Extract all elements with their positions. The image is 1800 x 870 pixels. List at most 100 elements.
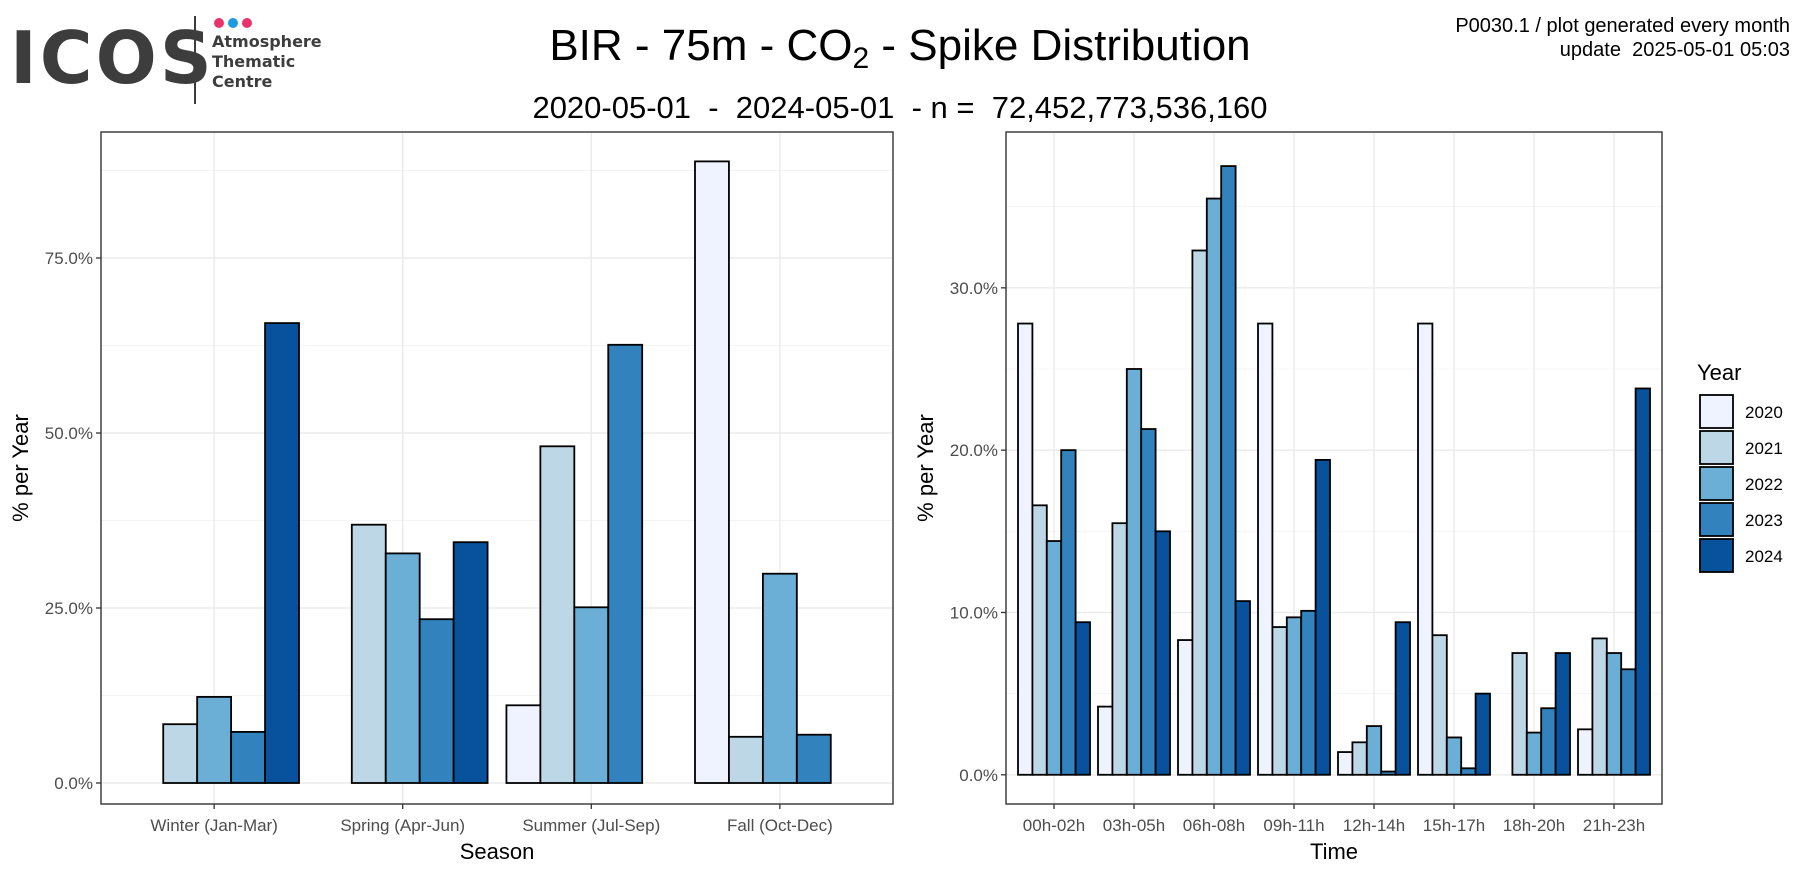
bar (1634, 387, 1651, 776)
legend-label: 2024 (1745, 547, 1783, 566)
y-axis-title: % per Year (913, 414, 938, 522)
bar (1140, 428, 1157, 776)
bar (694, 160, 730, 784)
bar (1074, 621, 1091, 776)
y-tick-label: 25.0% (45, 599, 93, 618)
legend-key (1699, 502, 1734, 537)
bar (539, 445, 576, 784)
y-tick-label: 10.0% (950, 603, 998, 622)
meta-line-1: P0030.1 / plot generated every month (1455, 15, 1790, 37)
x-tick-label: 09h-11h (1263, 816, 1324, 835)
legend-label: 2022 (1745, 475, 1783, 494)
bar (728, 735, 764, 784)
bar (1365, 725, 1383, 776)
logo-line: Centre (212, 72, 273, 91)
bar (1511, 652, 1528, 776)
x-axis-title: Time (1310, 839, 1358, 864)
bar (1620, 668, 1637, 776)
bar (1525, 731, 1543, 776)
panel-border (1005, 131, 1663, 805)
bar (1351, 741, 1368, 776)
x-tick-label: 15h-17h (1423, 816, 1485, 835)
y-tick-label: 30.0% (950, 279, 998, 298)
legend-key (1699, 394, 1734, 429)
bar (1337, 751, 1354, 776)
x-tick-label: Spring (Apr-Jun) (340, 816, 465, 835)
bar (795, 733, 832, 784)
x-tick-label: 06h-08h (1183, 816, 1245, 835)
bar (196, 696, 233, 784)
bar (761, 572, 798, 784)
legend-label: 2023 (1745, 511, 1783, 530)
x-tick-label: Summer (Jul-Sep) (522, 816, 660, 835)
bar (1257, 322, 1274, 776)
title-prefix: BIR - 75m - CO (549, 21, 853, 70)
title-subscript: 2 (852, 42, 870, 75)
y-tick-label: 75.0% (45, 249, 93, 268)
bar (1431, 634, 1448, 776)
bar (1605, 652, 1623, 776)
x-tick-label: 03h-05h (1103, 816, 1165, 835)
bar (1445, 736, 1463, 776)
bar (1234, 600, 1251, 776)
bar (1045, 540, 1063, 776)
logo-text: Atmosphere Thematic Centre (212, 32, 322, 92)
plot-meta: P0030.1 / plot generated every month upda… (1455, 14, 1790, 62)
bar (418, 618, 455, 784)
bar (505, 704, 542, 784)
bar (1125, 368, 1143, 776)
bar (1474, 692, 1491, 776)
bar (230, 731, 266, 784)
y-axis-title: % per Year (8, 414, 33, 522)
bar (1300, 609, 1317, 776)
bar (1591, 637, 1608, 776)
bar (1097, 705, 1114, 776)
logo-dot-icon (228, 18, 238, 28)
legend-key (1699, 538, 1734, 573)
bar (1417, 322, 1434, 776)
x-axis-title: Season (460, 839, 535, 864)
y-tick-label: 0.0% (959, 766, 998, 785)
legend-label: 2020 (1745, 403, 1783, 422)
icos-logo: ICOS Atmosphere Thematic Centre (10, 14, 340, 106)
x-tick-label: 21h-23h (1583, 816, 1645, 835)
logo-line: Thematic (212, 52, 296, 71)
bar (1060, 449, 1077, 776)
logo-separator (194, 16, 196, 104)
y-tick-label: 0.0% (54, 774, 93, 793)
x-tick-label: Fall (Oct-Dec) (727, 816, 833, 835)
legend-key (1699, 430, 1734, 465)
meta-line-2: update 2025-05-01 05:03 (1559, 39, 1790, 61)
bar (1285, 616, 1303, 776)
legend-label: 2021 (1745, 439, 1783, 458)
bar (1111, 522, 1128, 776)
y-tick-label: 20.0% (950, 441, 998, 460)
bar (1031, 504, 1048, 776)
legend-title: Year (1697, 360, 1741, 385)
x-tick-label: 18h-20h (1503, 816, 1565, 835)
bar (1205, 197, 1223, 776)
logo-wordmark: ICOS (10, 16, 215, 100)
chart-title: BIR - 75m - CO2 - Spike Distribution (0, 18, 1800, 74)
bar (1540, 707, 1557, 776)
bar (1577, 728, 1594, 776)
logo-dot-icon (214, 18, 224, 28)
bar (1154, 530, 1171, 776)
bar (1191, 249, 1208, 776)
bar (1271, 626, 1288, 776)
bar (162, 723, 199, 784)
logo-dot-icon (242, 18, 252, 28)
x-tick-label: 12h-14h (1343, 816, 1405, 835)
bar (1460, 767, 1477, 776)
bar (1017, 322, 1034, 776)
bar (1220, 165, 1237, 776)
y-tick-label: 50.0% (45, 424, 93, 443)
bar (1394, 621, 1411, 776)
bar (1314, 458, 1331, 776)
bar (1177, 639, 1194, 776)
bar (350, 523, 387, 784)
x-tick-label: 00h-02h (1023, 816, 1085, 835)
bar (607, 343, 644, 784)
bar (573, 606, 610, 784)
